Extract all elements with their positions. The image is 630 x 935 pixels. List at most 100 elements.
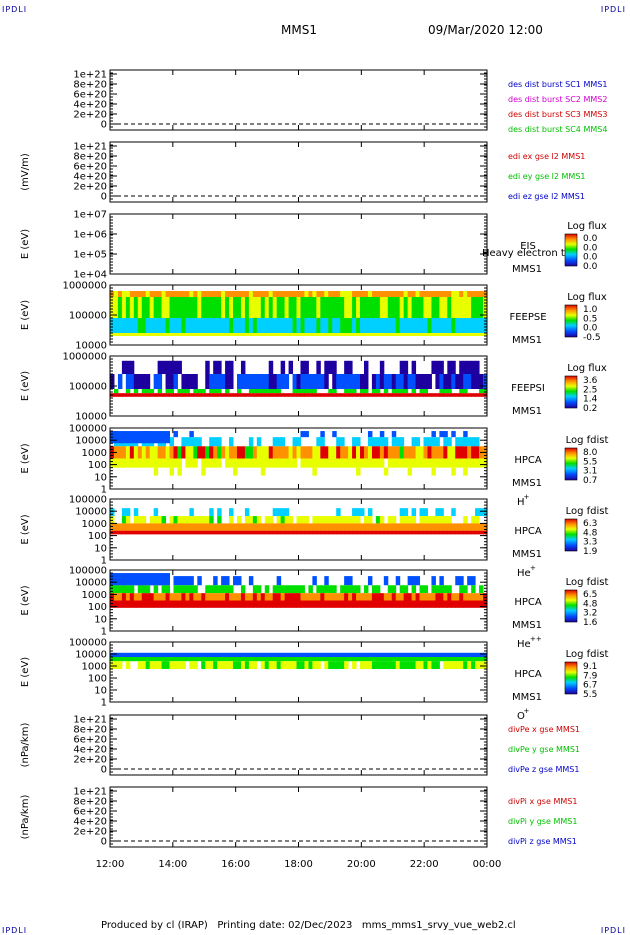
heatmap-cell-hpca-he2	[225, 585, 230, 594]
heatmap-cell-hpca-he	[340, 530, 345, 535]
ylabel-feepse: E (eV)	[20, 300, 31, 330]
ytick-label-hpca-h: 100	[88, 460, 107, 471]
heatmap-cell-feepse	[161, 297, 167, 318]
heatmap-cell-feepsi	[189, 374, 194, 389]
heatmap-cell-hpca-he	[201, 516, 206, 524]
heatmap-cell-hpca-he	[153, 508, 159, 517]
heatmap-cell-feepse	[459, 318, 464, 333]
heatmap-cell-hpca-he2	[463, 585, 468, 594]
heatmap-cell-hpca-he	[447, 523, 452, 531]
heatmap-cell-hpca-o	[225, 661, 230, 669]
heatmap-cell-hpca-he	[240, 523, 246, 531]
heatmap-cell-hpca-he	[348, 530, 353, 535]
ytick-label-edi-e: 0	[101, 192, 107, 203]
instrument-label-feepse: FEEPSE	[509, 312, 546, 323]
heatmap-cell-feepse	[475, 291, 480, 297]
heatmap-cell-hpca-h	[272, 437, 278, 447]
heatmap-cell-feepsi	[419, 374, 425, 389]
heatmap-cell-hpca-he2	[395, 576, 401, 586]
colorbar-tick-hpca-o: 5.5	[583, 690, 597, 700]
colorbar-tick-hpca-he: 4.8	[583, 528, 598, 538]
heatmap-cell-hpca-he	[387, 523, 393, 531]
heatmap-cell-hpca-o	[316, 657, 321, 662]
heatmap-cell-feepse	[157, 291, 163, 297]
heatmap-cell-hpca-he	[125, 523, 131, 531]
heatmap-cell-feepsi	[379, 393, 385, 397]
heatmap-cell-hpca-h	[391, 431, 397, 438]
heatmap-cell-hpca-o	[149, 652, 155, 657]
heatmap-cell-feepsi	[169, 393, 174, 397]
heatmap-cell-hpca-h	[332, 446, 337, 459]
heatmap-cell-feepse	[129, 297, 135, 318]
heatmap-cell-feepsi	[431, 393, 436, 397]
legend-entry-des-dist: des dist burst SC3 MMS3	[508, 110, 607, 119]
heatmap-cell-feepse	[221, 318, 226, 333]
heatmap-cell-feepse	[256, 318, 262, 333]
heatmap-cell-hpca-he	[443, 516, 448, 524]
heatmap-cell-feepse	[395, 291, 401, 297]
colorbar-tick-hpca-he2: 6.5	[583, 590, 597, 600]
ytick-label-feepse: 100000	[69, 311, 107, 322]
heatmap-cell-feepse	[423, 297, 428, 318]
heatmap-cell-hpca-h	[340, 446, 345, 459]
ylabel-hpca-he2: E (eV)	[20, 585, 31, 615]
heatmap-cell-feepsi	[403, 360, 409, 374]
heatmap-cell-hpca-he	[165, 523, 171, 531]
corner-label-bottom-right: IPDLI	[600, 926, 626, 935]
heatmap-cell-hpca-he	[363, 530, 369, 535]
heatmap-cell-hpca-o	[165, 657, 171, 662]
heatmap-cell-hpca-he2	[439, 585, 444, 594]
heatmap-cell-hpca-he	[375, 530, 381, 535]
heatmap-cell-feepse	[161, 318, 167, 333]
heatmap-cell-feepse	[300, 318, 305, 333]
panel-frame-divpe	[109, 714, 488, 776]
spacecraft-label-hpca-he: MMS1	[512, 549, 542, 560]
heatmap-cell-hpca-o	[363, 657, 369, 662]
heatmap-cell-hpca-o	[427, 657, 432, 662]
heatmap-cell-feepsi	[161, 393, 167, 397]
heatmap-cell-hpca-o	[383, 661, 389, 669]
heatmap-cell-feepsi	[403, 393, 409, 397]
heatmap-cell-hpca-he	[467, 523, 472, 531]
heatmap-cell-hpca-o	[233, 661, 238, 669]
heatmap-cell-feepse	[340, 333, 345, 336]
heatmap-cell-feepse	[110, 318, 115, 333]
heatmap-cell-hpca-he2	[352, 600, 357, 608]
heatmap-cell-feepsi	[383, 389, 389, 394]
heatmap-cell-feepse	[439, 318, 444, 333]
heatmap-cell-hpca-he2	[189, 576, 194, 586]
heatmap-cell-hpca-o	[471, 657, 476, 662]
heatmap-cell-hpca-o	[379, 661, 385, 669]
heatmap-cell-hpca-o	[209, 661, 214, 669]
heatmap-cell-feepsi	[213, 374, 218, 389]
heatmap-cell-feepse	[173, 318, 178, 333]
heatmap-cell-feepse	[447, 318, 452, 333]
heatmap-cell-hpca-he	[165, 530, 171, 535]
ytick-label-eis: 1e+07	[73, 210, 107, 221]
heatmap-cell-feepse	[475, 297, 480, 318]
heatmap-cell-feepse	[264, 333, 270, 336]
heatmap-cell-hpca-he	[356, 516, 361, 524]
heatmap-cell-hpca-he	[336, 530, 341, 535]
heatmap-cell-hpca-he	[185, 523, 190, 531]
heatmap-cell-feepsi	[236, 393, 242, 397]
heatmap-cell-hpca-he	[137, 530, 143, 535]
heatmap-cell-feepsi	[387, 393, 393, 397]
heatmap-cell-hpca-he	[177, 530, 182, 535]
heatmap-cell-hpca-h	[431, 437, 436, 447]
heatmap-cell-hpca-he2	[443, 600, 448, 608]
heatmap-cell-hpca-o	[411, 661, 417, 669]
heatmap-cell-hpca-he	[225, 523, 230, 531]
heatmap-cell-hpca-he2	[236, 600, 242, 608]
heatmap-cell-hpca-h	[284, 458, 290, 468]
heatmap-cell-hpca-he2	[280, 585, 286, 594]
heatmap-cell-hpca-he2	[383, 593, 389, 601]
ytick-label-hpca-he: 1	[101, 556, 107, 567]
heatmap-cell-hpca-o	[240, 652, 246, 657]
heatmap-cell-feepse	[153, 333, 159, 336]
heatmap-cell-feepsi	[252, 374, 258, 389]
heatmap-cell-hpca-o	[165, 652, 171, 657]
heatmap-cell-hpca-he	[348, 523, 353, 531]
heatmap-cell-hpca-he2	[356, 600, 361, 608]
heatmap-cell-feepse	[471, 291, 476, 297]
